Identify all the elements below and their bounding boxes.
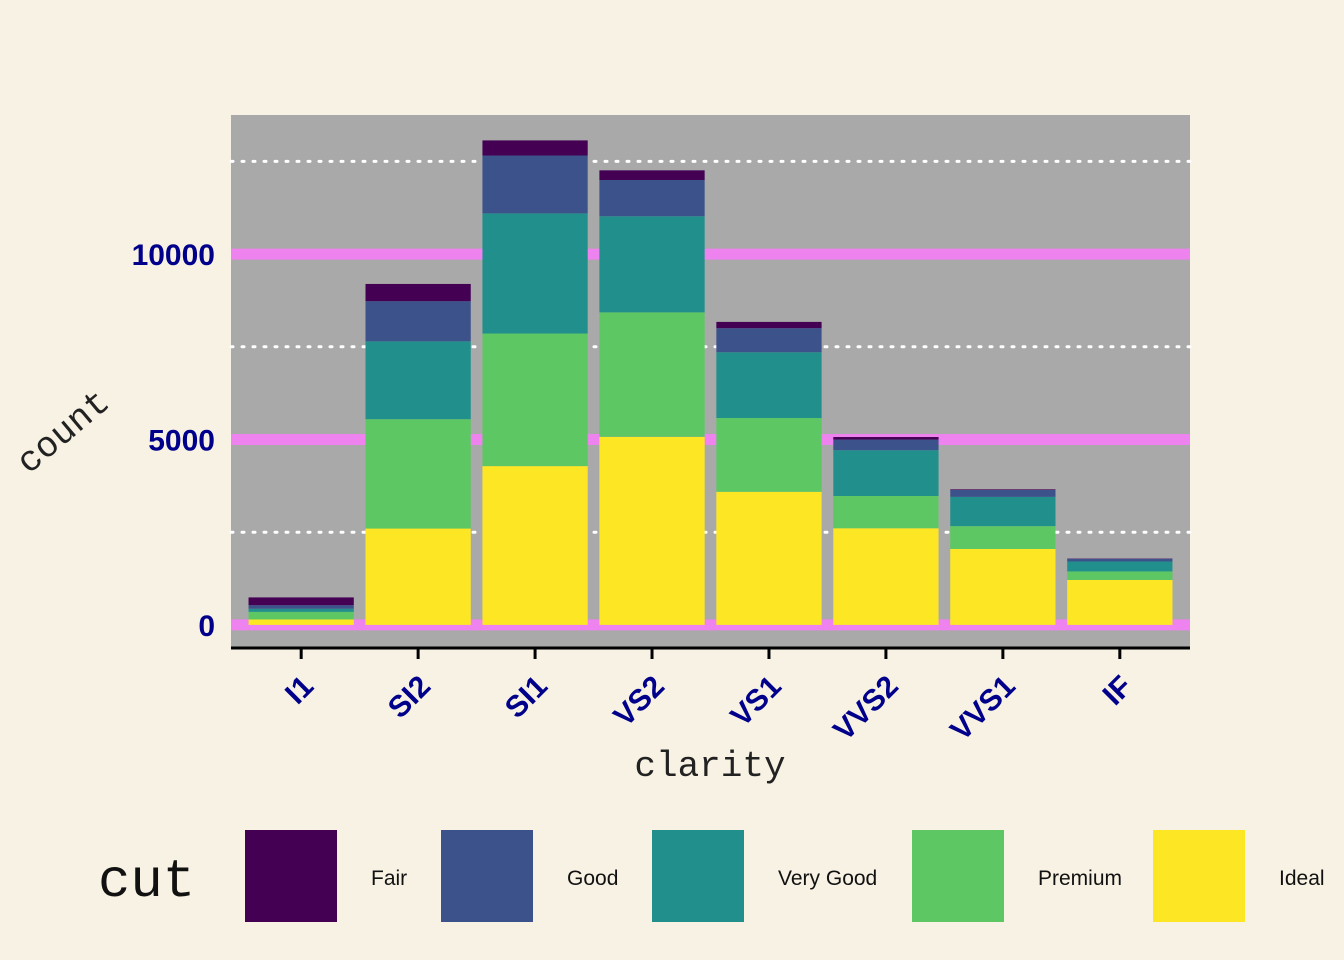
x-tick-label: SI2 — [382, 670, 437, 725]
bar-segment — [833, 439, 939, 451]
bar-segment — [599, 312, 705, 437]
legend-key — [441, 830, 533, 922]
y-axis-ticks: 0 5000 10000 — [132, 239, 215, 643]
x-tick-label: VS2 — [608, 670, 671, 733]
legend: cut Fair Good Very Good Premium Ideal — [98, 830, 1325, 922]
bar-segment — [248, 611, 354, 620]
legend-label: Good — [567, 867, 618, 890]
bar-segment — [599, 216, 705, 313]
bar-segment — [833, 450, 939, 496]
legend-label: Very Good — [778, 867, 877, 890]
legend-key — [245, 830, 337, 922]
x-tick-label: VS1 — [724, 670, 787, 733]
bar-segment — [365, 419, 471, 529]
bar-segment — [716, 352, 822, 419]
x-axis-title: clarity — [634, 746, 785, 787]
bar-segment — [599, 170, 705, 181]
bar-segment — [1067, 558, 1173, 562]
bar-segment — [1067, 571, 1173, 580]
legend-label: Ideal — [1279, 867, 1325, 890]
bar-segment — [833, 495, 939, 529]
bar-segment — [1067, 561, 1173, 572]
legend-title: cut — [98, 852, 195, 913]
bar-segment — [950, 496, 1056, 527]
x-tick-label: SI1 — [499, 670, 554, 725]
bar-segment — [599, 436, 705, 625]
x-tick-label: IF — [1097, 670, 1139, 712]
y-tick-label: 5000 — [148, 424, 215, 457]
x-axis-ticks: I1 SI2 SI1 VS2 VS1 VVS2 VVS1 IF — [279, 648, 1139, 747]
bar-segment — [365, 283, 471, 302]
bar-segment — [248, 597, 354, 606]
y-tick-label: 0 — [198, 610, 215, 643]
legend-label: Premium — [1038, 867, 1122, 890]
bar-segment — [599, 180, 705, 217]
bar-segment — [248, 619, 354, 625]
bar-segment — [248, 605, 354, 609]
bar-segment — [482, 213, 588, 334]
bar-segment — [482, 333, 588, 467]
bar-segment — [482, 140, 588, 156]
x-tick-label: VVS2 — [827, 670, 905, 748]
y-tick-label: 10000 — [132, 239, 215, 272]
bar-segment — [833, 528, 939, 625]
bar-segment — [716, 418, 822, 492]
legend-key — [652, 830, 744, 922]
bar-segment — [365, 301, 471, 342]
y-axis-title: count — [9, 382, 118, 483]
legend-key — [1153, 830, 1245, 922]
x-tick-label: I1 — [279, 670, 320, 711]
bar-segment — [482, 155, 588, 214]
x-tick-label: VVS1 — [944, 670, 1022, 748]
bar-segment — [950, 489, 1056, 497]
bar-segment — [365, 528, 471, 625]
bar-segment — [716, 328, 822, 353]
bar-segment — [365, 341, 471, 420]
bar-segment — [248, 608, 354, 612]
bar-segment — [950, 526, 1056, 549]
bar-segment — [716, 491, 822, 625]
legend-label: Fair — [371, 867, 407, 890]
bar-segment — [482, 466, 588, 625]
bar-segment — [950, 489, 1056, 490]
legend-key — [912, 830, 1004, 922]
bars — [248, 140, 1173, 625]
bar-segment — [833, 437, 939, 440]
bar-segment — [950, 548, 1056, 625]
bar-segment — [1067, 579, 1173, 625]
bar-segment — [716, 321, 822, 329]
